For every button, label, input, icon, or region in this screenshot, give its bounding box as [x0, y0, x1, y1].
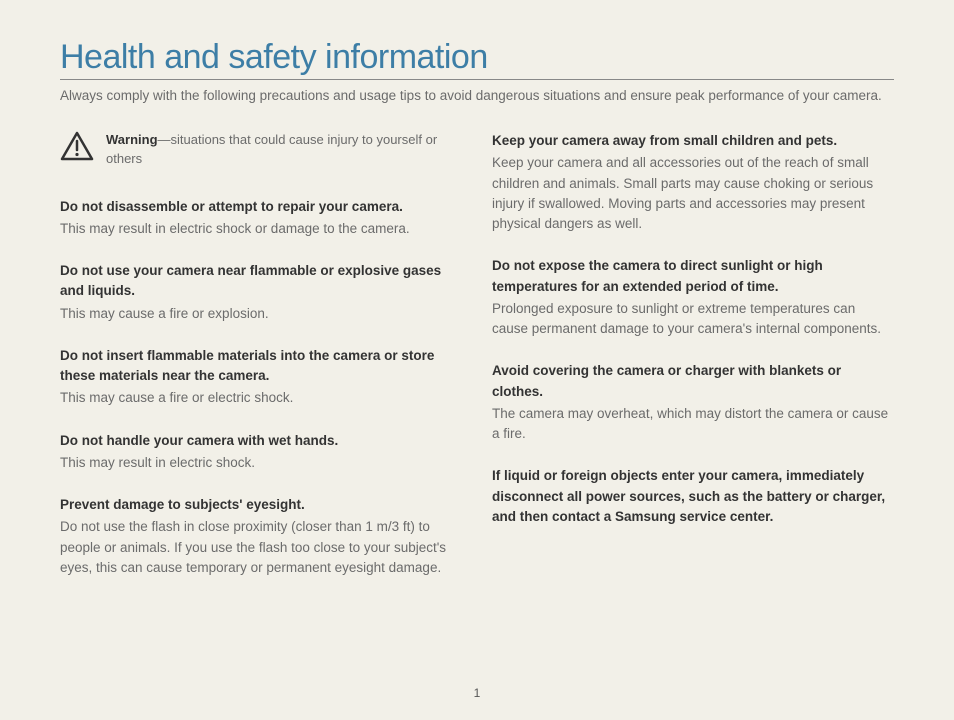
safety-section: Do not insert flammable materials into t… [60, 346, 462, 409]
left-column: Warning—situations that could cause inju… [60, 131, 462, 600]
section-heading: Keep your camera away from small childre… [492, 131, 894, 151]
safety-section: If liquid or foreign objects enter your … [492, 466, 894, 527]
section-heading: Do not use your camera near flammable or… [60, 261, 462, 302]
section-heading: Prevent damage to subjects' eyesight. [60, 495, 462, 515]
section-body: Keep your camera and all accessories out… [492, 153, 894, 234]
safety-section: Do not handle your camera with wet hands… [60, 431, 462, 474]
safety-section: Prevent damage to subjects' eyesight. Do… [60, 495, 462, 578]
warning-label: Warning [106, 132, 158, 147]
section-body: This may result in electric shock. [60, 453, 462, 473]
section-heading: Do not insert flammable materials into t… [60, 346, 462, 387]
safety-section: Keep your camera away from small childre… [492, 131, 894, 234]
content-columns: Warning—situations that could cause inju… [60, 131, 894, 600]
section-body: The camera may overheat, which may disto… [492, 404, 894, 445]
section-heading: Do not handle your camera with wet hands… [60, 431, 462, 451]
warning-triangle-icon [60, 131, 94, 161]
section-body: This may cause a fire or explosion. [60, 304, 462, 324]
safety-section: Avoid covering the camera or charger wit… [492, 361, 894, 444]
safety-section: Do not expose the camera to direct sunli… [492, 256, 894, 339]
warning-text: Warning—situations that could cause inju… [106, 131, 462, 169]
section-body: This may result in electric shock or dam… [60, 219, 462, 239]
section-body: Prolonged exposure to sunlight or extrem… [492, 299, 894, 340]
section-body: Do not use the flash in close proximity … [60, 517, 462, 578]
warning-callout: Warning—situations that could cause inju… [60, 131, 462, 169]
safety-section: Do not disassemble or attempt to repair … [60, 197, 462, 240]
right-column: Keep your camera away from small childre… [492, 131, 894, 600]
page-title: Health and safety information [60, 38, 894, 80]
intro-text: Always comply with the following precaut… [60, 88, 894, 103]
section-body: This may cause a fire or electric shock. [60, 388, 462, 408]
section-heading: Do not expose the camera to direct sunli… [492, 256, 894, 297]
safety-section: Do not use your camera near flammable or… [60, 261, 462, 324]
section-heading: If liquid or foreign objects enter your … [492, 466, 894, 527]
section-heading: Avoid covering the camera or charger wit… [492, 361, 894, 402]
page-number: 1 [0, 686, 954, 700]
section-heading: Do not disassemble or attempt to repair … [60, 197, 462, 217]
